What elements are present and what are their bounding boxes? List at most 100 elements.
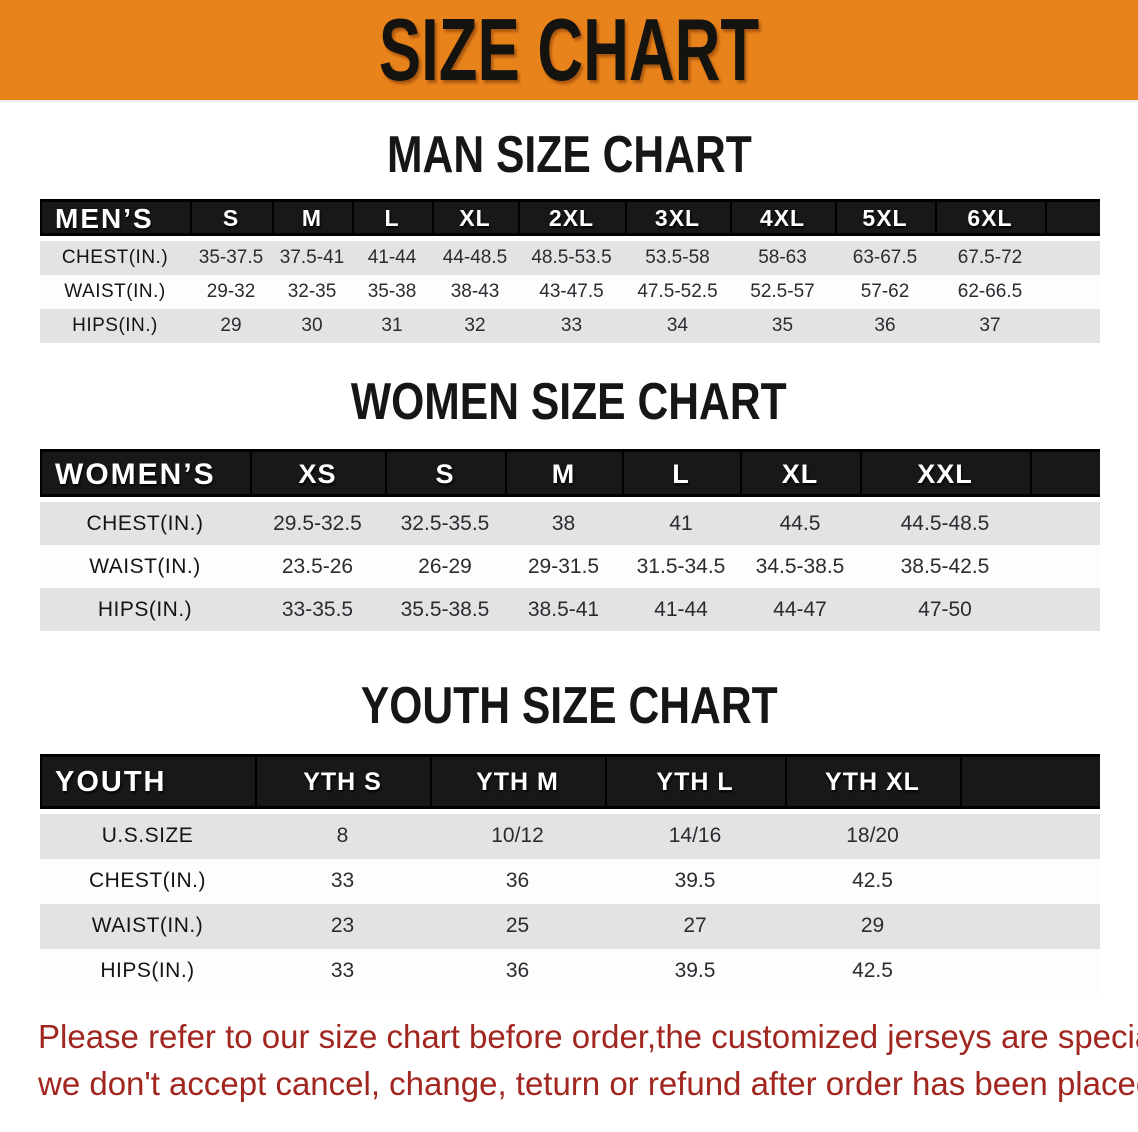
womens-cell-r0-c4: 44.5 xyxy=(740,502,860,546)
disclaimer-line-1: Please refer to our size chart before or… xyxy=(38,1017,1138,1055)
mens-cell-r2-c1: 30 xyxy=(272,308,352,343)
youth-row-3: HIPS(IN.) 33 36 39.5 42.5 xyxy=(40,948,1100,994)
womens-cell-r0-c3: 41 xyxy=(622,502,740,546)
men-section-heading-text: MAN SIZE CHART xyxy=(386,126,752,184)
mens-cell-r1-c4: 43-47.5 xyxy=(518,274,625,309)
womens-col-header-2: M xyxy=(505,449,622,503)
women-size-table: WOMEN’S XS S M L XL XXL CHEST(IN.) 29.5-32.5 32.5… xyxy=(40,449,1100,632)
mens-row-2: HIPS(IN.) 29 30 31 32 33 34 35 36 37 xyxy=(40,308,1100,343)
womens-header-row: WOMEN’S XS S M L XL XXL xyxy=(40,449,1100,503)
mens-cell-r1-c5: 47.5-52.5 xyxy=(625,274,730,309)
womens-row-filler xyxy=(1030,545,1100,589)
mens-cell-r1-c1: 32-35 xyxy=(272,274,352,309)
mens-cell-r0-c0: 35-37.5 xyxy=(190,240,272,275)
womens-cell-r1-c0: 23.5-26 xyxy=(250,545,385,589)
womens-cell-r0-c1: 32.5-35.5 xyxy=(385,502,505,546)
mens-cell-r2-c7: 36 xyxy=(835,308,935,343)
womens-cell-r0-c5: 44.5-48.5 xyxy=(860,502,1030,546)
youth-cell-r0-c3: 18/20 xyxy=(785,813,960,859)
mens-cell-r0-c2: 41-44 xyxy=(352,240,432,275)
mens-col-header-2: L xyxy=(352,198,432,241)
mens-cell-r2-c0: 29 xyxy=(190,308,272,343)
youth-cell-r2-c1: 25 xyxy=(430,903,605,949)
mens-cell-r1-c3: 38-43 xyxy=(432,274,518,309)
womens-col-header-1: S xyxy=(385,449,505,503)
youth-cell-r2-c3: 29 xyxy=(785,903,960,949)
disclaimer-line-2: we don't accept cancel, change, teturn o… xyxy=(38,1064,1138,1102)
youth-row-label-1: CHEST(IN.) xyxy=(40,858,255,904)
mens-col-header-7: 5XL xyxy=(835,198,935,241)
mens-row-label-2: HIPS(IN.) xyxy=(40,308,190,343)
mens-cell-r0-c1: 37.5-41 xyxy=(272,240,352,275)
womens-cell-r2-c2: 38.5-41 xyxy=(505,588,622,632)
mens-cell-r0-c5: 53.5-58 xyxy=(625,240,730,275)
womens-cell-r1-c3: 31.5-34.5 xyxy=(622,545,740,589)
womens-cell-r1-c2: 29-31.5 xyxy=(505,545,622,589)
banner-title: SIZE CHART xyxy=(378,0,760,99)
youth-cell-r0-c2: 14/16 xyxy=(605,813,785,859)
youth-row-filler xyxy=(960,903,1100,949)
mens-cell-r2-c4: 33 xyxy=(518,308,625,343)
section-men: MAN SIZE CHART MEN’S S M L XL 2XL 3XL 4XL 5XL 6XL… xyxy=(0,128,1138,343)
mens-cell-r2-c3: 32 xyxy=(432,308,518,343)
youth-cell-r3-c1: 36 xyxy=(430,948,605,994)
mens-header-row: MEN’S S M L XL 2XL 3XL 4XL 5XL 6XL xyxy=(40,198,1100,241)
youth-row-label-2: WAIST(IN.) xyxy=(40,903,255,949)
mens-cell-r1-c0: 29-32 xyxy=(190,274,272,309)
mens-cell-r1-c2: 35-38 xyxy=(352,274,432,309)
mens-cell-r0-c3: 44-48.5 xyxy=(432,240,518,275)
mens-table-corner-label: MEN’S xyxy=(40,198,190,241)
mens-cell-r1-c6: 52.5-57 xyxy=(730,274,835,309)
youth-col-header-1: YTH M xyxy=(430,753,605,814)
youth-row-label-3: HIPS(IN.) xyxy=(40,948,255,994)
mens-col-header-3: XL xyxy=(432,198,518,241)
mens-cell-r2-c5: 34 xyxy=(625,308,730,343)
womens-row-2: HIPS(IN.) 33-35.5 35.5-38.5 38.5-41 41-44 44-… xyxy=(40,588,1100,632)
womens-col-header-4: XL xyxy=(740,449,860,503)
womens-cell-r2-c4: 44-47 xyxy=(740,588,860,632)
youth-cell-r3-c2: 39.5 xyxy=(605,948,785,994)
mens-row-filler xyxy=(1045,308,1100,343)
youth-section-heading-text: YOUTH SIZE CHART xyxy=(360,677,778,736)
youth-col-header-3: YTH XL xyxy=(785,753,960,814)
womens-row-filler xyxy=(1030,502,1100,546)
size-chart-banner: SIZE CHART xyxy=(0,0,1138,102)
mens-row-1: WAIST(IN.) 29-32 32-35 35-38 38-43 43-47.5 47.… xyxy=(40,274,1100,309)
youth-row-1: CHEST(IN.) 33 36 39.5 42.5 xyxy=(40,858,1100,904)
youth-header-filler xyxy=(960,753,1100,814)
youth-row-label-0: U.S.SIZE xyxy=(40,813,255,859)
section-youth: YOUTH SIZE CHART YOUTH YTH S YTH M YTH L YTH… xyxy=(0,679,1138,994)
youth-section-heading: YOUTH SIZE CHART xyxy=(0,679,1138,734)
mens-col-header-0: S xyxy=(190,198,272,241)
women-section-heading: WOMEN SIZE CHART xyxy=(0,372,1138,431)
youth-row-2: WAIST(IN.) 23 25 27 29 xyxy=(40,903,1100,949)
womens-row-label-1: WAIST(IN.) xyxy=(40,545,250,589)
section-women: WOMEN SIZE CHART WOMEN’S XS S M L XL XXL CHEST(… xyxy=(0,372,1138,632)
youth-row-filler xyxy=(960,948,1100,994)
womens-col-header-0: XS xyxy=(250,449,385,503)
womens-cell-r2-c1: 35.5-38.5 xyxy=(385,588,505,632)
youth-cell-r1-c2: 39.5 xyxy=(605,858,785,904)
mens-col-header-5: 3XL xyxy=(625,198,730,241)
mens-cell-r0-c7: 63-67.5 xyxy=(835,240,935,275)
mens-cell-r1-c7: 57-62 xyxy=(835,274,935,309)
womens-row-0: CHEST(IN.) 29.5-32.5 32.5-35.5 38 41 44.5 44.5… xyxy=(40,502,1100,546)
youth-cell-r2-c0: 23 xyxy=(255,903,430,949)
mens-cell-r2-c2: 31 xyxy=(352,308,432,343)
mens-cell-r0-c4: 48.5-53.5 xyxy=(518,240,625,275)
mens-header-filler xyxy=(1045,198,1100,241)
youth-col-header-0: YTH S xyxy=(255,753,430,814)
mens-col-header-4: 2XL xyxy=(518,198,625,241)
disclaimer-text: Please refer to our size chart before or… xyxy=(38,1014,1138,1108)
mens-cell-r2-c8: 37 xyxy=(935,308,1045,343)
youth-cell-r3-c3: 42.5 xyxy=(785,948,960,994)
mens-cell-r1-c8: 62-66.5 xyxy=(935,274,1045,309)
youth-row-filler xyxy=(960,858,1100,904)
womens-cell-r2-c0: 33-35.5 xyxy=(250,588,385,632)
womens-cell-r2-c5: 47-50 xyxy=(860,588,1030,632)
youth-row-filler xyxy=(960,813,1100,859)
mens-row-label-0: CHEST(IN.) xyxy=(40,240,190,275)
women-section-heading-text: WOMEN SIZE CHART xyxy=(351,372,787,431)
womens-table-corner-label: WOMEN’S xyxy=(40,449,250,503)
womens-row-label-0: CHEST(IN.) xyxy=(40,502,250,546)
